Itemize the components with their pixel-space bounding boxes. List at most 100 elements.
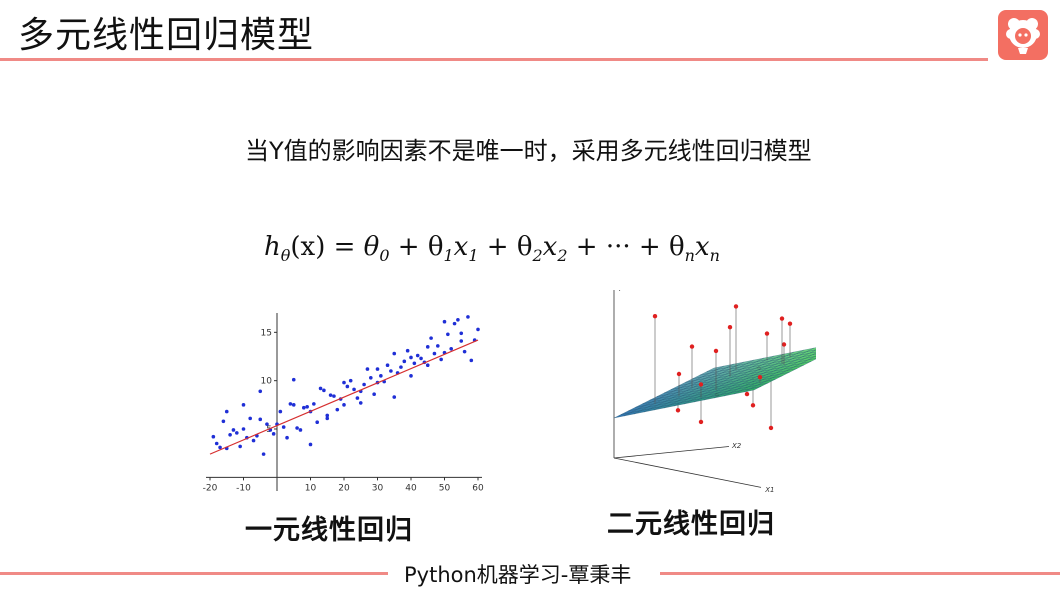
data-point bbox=[698, 382, 704, 387]
x-tick-label: 10 bbox=[305, 483, 317, 493]
scatter-point bbox=[231, 428, 236, 432]
scatter-point bbox=[402, 359, 407, 364]
x-tick-label: 30 bbox=[372, 483, 384, 493]
scatter-point bbox=[352, 387, 356, 392]
formula-theta0: θ bbox=[363, 232, 380, 262]
scatter-point bbox=[308, 442, 313, 447]
data-point bbox=[768, 425, 774, 431]
scatter-point bbox=[409, 355, 413, 360]
scatter-point bbox=[456, 317, 460, 322]
scatter-point bbox=[265, 422, 269, 426]
caption-multiple-regression: 二元线性回归 bbox=[607, 509, 775, 540]
axis-label-y: Y bbox=[618, 290, 623, 293]
scatter-point bbox=[429, 336, 433, 340]
scatter-point bbox=[358, 401, 363, 405]
formula-x2: x bbox=[542, 232, 558, 262]
slide-title: 多元线性回归模型 bbox=[18, 15, 315, 56]
scatter-point bbox=[462, 349, 467, 354]
plane-cell bbox=[801, 358, 816, 364]
scatter-point bbox=[335, 407, 340, 412]
scatter-point bbox=[218, 445, 222, 450]
data-point bbox=[698, 419, 704, 425]
scatter-point bbox=[228, 433, 232, 437]
plane-cell bbox=[815, 355, 816, 357]
scatter-point bbox=[392, 351, 397, 356]
scatter-point bbox=[285, 435, 289, 440]
data-point bbox=[744, 391, 750, 397]
regression-formula: hθ(x) = θ0 + θ1x1 + θ2x2 + ··· + θnxn bbox=[264, 232, 720, 265]
scatter-point bbox=[302, 405, 306, 410]
data-point bbox=[713, 348, 719, 354]
plane-cell bbox=[802, 351, 816, 357]
x-tick-label: -10 bbox=[236, 483, 251, 493]
scatter-point bbox=[452, 321, 457, 326]
scatter-point bbox=[425, 363, 430, 367]
scatter-point bbox=[241, 403, 246, 407]
plane-cell bbox=[799, 349, 816, 356]
scatter-point bbox=[221, 419, 226, 424]
scatter-point bbox=[224, 409, 229, 414]
scatter-point bbox=[369, 375, 373, 380]
scatter-point bbox=[459, 331, 464, 336]
scatter-point bbox=[271, 432, 276, 436]
x-tick-label: 20 bbox=[338, 483, 350, 493]
scatter-point bbox=[342, 380, 346, 385]
body-text: 当Y值的影响因素不是唯一时，采用多元线性回归模型 bbox=[245, 137, 812, 165]
axis-label-x2: X2 bbox=[731, 442, 742, 450]
logo-icon bbox=[998, 10, 1048, 60]
data-point bbox=[675, 408, 681, 413]
scatter-point bbox=[238, 444, 242, 449]
plane-cell bbox=[809, 349, 816, 354]
formula-plus1: + θ bbox=[389, 232, 444, 262]
scatter-point bbox=[258, 417, 263, 422]
scatter-point bbox=[412, 361, 417, 366]
scatter-point bbox=[291, 377, 296, 382]
scatter-point bbox=[328, 393, 333, 397]
footer-divider-right bbox=[660, 572, 1060, 575]
scatter-point bbox=[258, 389, 263, 394]
scatter-point bbox=[291, 403, 296, 407]
scatter-point bbox=[449, 346, 453, 351]
formula-theta1-sub: 1 bbox=[443, 246, 454, 266]
scatter-point bbox=[442, 319, 447, 324]
scatter-point bbox=[278, 409, 283, 414]
scatter-point bbox=[385, 363, 390, 367]
plane-cell bbox=[806, 347, 816, 352]
scatter-point bbox=[362, 382, 366, 387]
plane-cell bbox=[805, 353, 816, 359]
simple-regression-chart: -20-1010203040506051015 bbox=[203, 313, 484, 493]
scatter-point bbox=[211, 434, 216, 439]
scatter-point bbox=[469, 358, 474, 363]
scatter-point bbox=[248, 416, 252, 421]
data-point bbox=[764, 331, 770, 336]
scatter-point bbox=[235, 431, 239, 435]
formula-xn: x bbox=[694, 232, 710, 262]
scatter-point bbox=[355, 396, 360, 400]
scatter-point bbox=[325, 416, 330, 421]
caption-simple-regression: 一元线性回归 bbox=[245, 515, 413, 546]
plane-cell bbox=[613, 412, 632, 419]
scatter-point bbox=[348, 378, 353, 383]
scatter-point bbox=[432, 351, 437, 356]
formula-theta0-sub: 0 bbox=[379, 246, 390, 266]
scatter-point bbox=[214, 441, 219, 446]
y-tick-label: 15 bbox=[261, 328, 272, 338]
scatter-point bbox=[446, 332, 450, 337]
scatter-point bbox=[342, 403, 346, 407]
title-divider bbox=[0, 58, 988, 61]
data-point bbox=[757, 375, 763, 380]
formula-thetan-sub: n bbox=[684, 246, 695, 266]
scatter-point bbox=[251, 438, 256, 443]
formula-x1-sub: 1 bbox=[468, 246, 479, 266]
data-point bbox=[750, 403, 756, 408]
x2-axis bbox=[613, 446, 730, 459]
scatter-point bbox=[372, 392, 376, 396]
data-point bbox=[652, 314, 658, 319]
x-tick-label: 40 bbox=[405, 483, 417, 493]
scatter-point bbox=[409, 374, 413, 378]
scatter-point bbox=[466, 315, 470, 319]
scatter-point bbox=[439, 357, 443, 362]
data-point bbox=[787, 321, 793, 326]
scatter-point bbox=[425, 345, 430, 349]
formula-arg: (x) = bbox=[290, 232, 364, 262]
